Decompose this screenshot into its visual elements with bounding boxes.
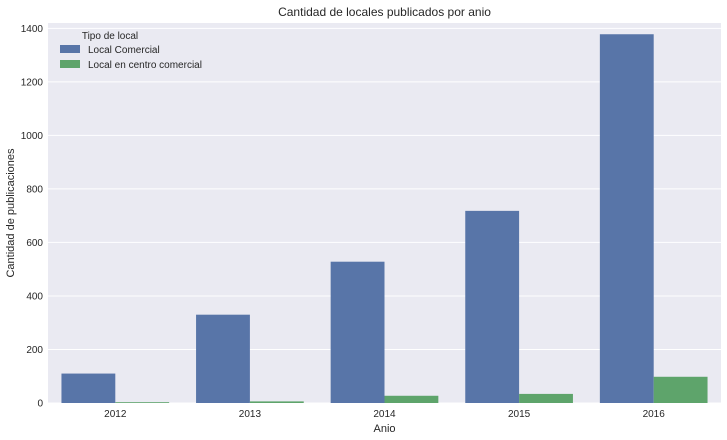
y-tick-label: 1200 (21, 77, 44, 88)
bar-2013-series-1 (249, 401, 304, 403)
x-tick-label: 2012 (104, 409, 127, 420)
y-axis-ticks: 0 200 400 600 800 1000 1200 1400 (21, 24, 44, 410)
x-tick-label: 2014 (373, 409, 396, 420)
bar-2013-series-0 (196, 314, 250, 403)
legend-label: Local en centro comercial (88, 60, 202, 71)
y-tick-label: 200 (26, 345, 43, 356)
x-axis-ticks: 2012 2013 2014 2015 2016 (104, 409, 665, 420)
bar-2014-series-0 (330, 261, 385, 403)
y-tick-label: 800 (26, 184, 43, 195)
x-axis-label: Anio (373, 423, 395, 435)
y-tick-label: 1000 (21, 131, 44, 142)
legend-swatch (60, 45, 80, 53)
bar-2015-series-1 (519, 393, 573, 403)
bar-2012-series-0 (61, 373, 116, 403)
bar-2016-series-0 (599, 34, 654, 403)
bars (61, 34, 708, 403)
x-tick-label: 2013 (239, 409, 262, 420)
y-tick-label: 400 (26, 291, 43, 302)
bar-2012-series-1 (115, 402, 170, 403)
y-tick-label: 1400 (21, 24, 44, 35)
legend-title: Tipo de local (82, 31, 138, 42)
y-tick-label: 0 (37, 399, 43, 410)
legend: Tipo de local Local Comercial Local en ce… (60, 31, 202, 71)
x-tick-label: 2015 (508, 409, 531, 420)
bar-2015-series-0 (465, 210, 520, 403)
chart-title: Cantidad de locales publicados por anio (278, 5, 491, 19)
legend-label: Local Comercial (88, 45, 160, 56)
bar-2014-series-1 (384, 395, 439, 403)
y-axis-label: Cantidad de publicaciones (5, 148, 17, 278)
bar-2016-series-1 (653, 376, 708, 403)
x-tick-label: 2016 (643, 409, 666, 420)
legend-swatch (60, 60, 80, 68)
y-tick-label: 600 (26, 238, 43, 249)
